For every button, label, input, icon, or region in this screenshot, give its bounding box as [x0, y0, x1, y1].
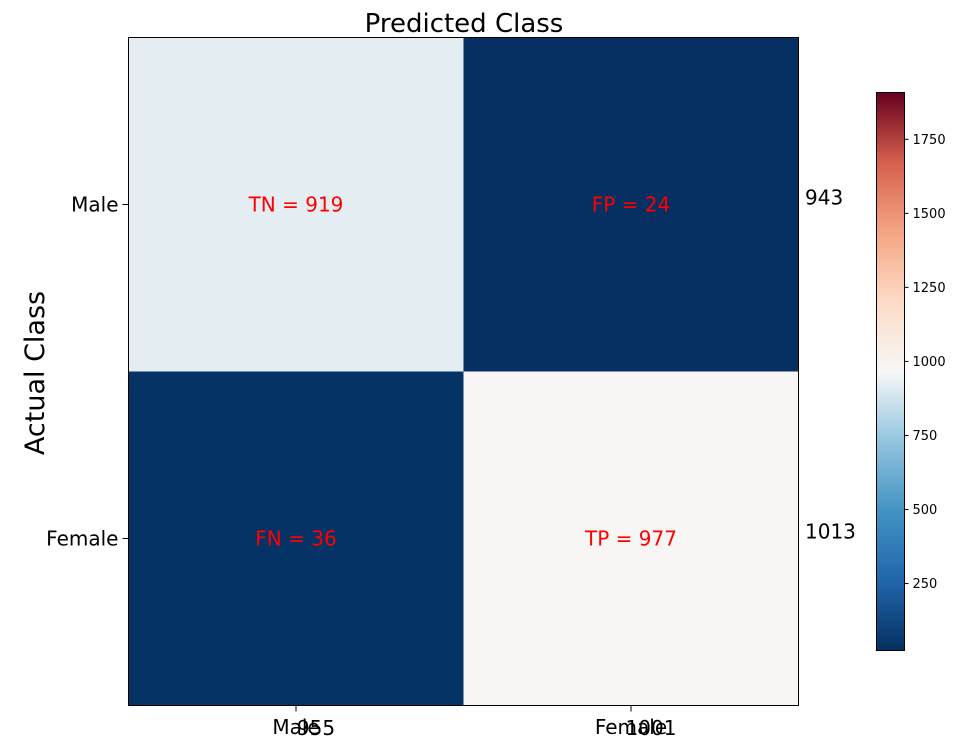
column-total: 1001: [626, 716, 677, 740]
row-total: 943: [805, 186, 843, 210]
heatmap-cells: [128, 37, 799, 706]
column-total: 955: [297, 716, 335, 740]
cell-annotation: FN = 36: [255, 527, 336, 551]
cell-annotation: FP = 24: [592, 193, 671, 217]
cell-annotations: TN = 919 FP = 24 FN = 36 TP = 977: [248, 193, 677, 551]
y-axis-label: Actual Class: [20, 291, 51, 455]
colorbar: 250 500 750 1000 1250 1500 1750: [876, 92, 946, 651]
cell-annotation: TN = 919: [248, 193, 344, 217]
colorbar-tick-label: 1000: [913, 355, 946, 370]
x-tick-label: Male: [272, 715, 319, 739]
colorbar-tick-label: 750: [913, 429, 938, 444]
x-tick-label: Female: [595, 715, 667, 739]
heatmap-cell: [463, 371, 799, 706]
colorbar-tick-label: 1500: [913, 207, 946, 222]
heatmap-frame: [128, 37, 799, 706]
y-tick-label: Male: [71, 193, 118, 217]
row-total: 1013: [805, 520, 856, 544]
chart-title: Predicted Class: [365, 9, 564, 39]
colorbar-bar: [876, 92, 905, 651]
heatmap-cell: [128, 371, 464, 706]
heatmap-cell: [463, 37, 799, 372]
colorbar-tick-label: 250: [913, 577, 938, 592]
cell-annotation: TP = 977: [584, 527, 677, 551]
y-tick-label: Female: [46, 527, 118, 551]
colorbar-tick-label: 1250: [913, 281, 946, 296]
colorbar-tick-label: 500: [913, 503, 938, 518]
colorbar-tick-label: 1750: [913, 133, 946, 148]
heatmap-cell: [128, 37, 464, 372]
